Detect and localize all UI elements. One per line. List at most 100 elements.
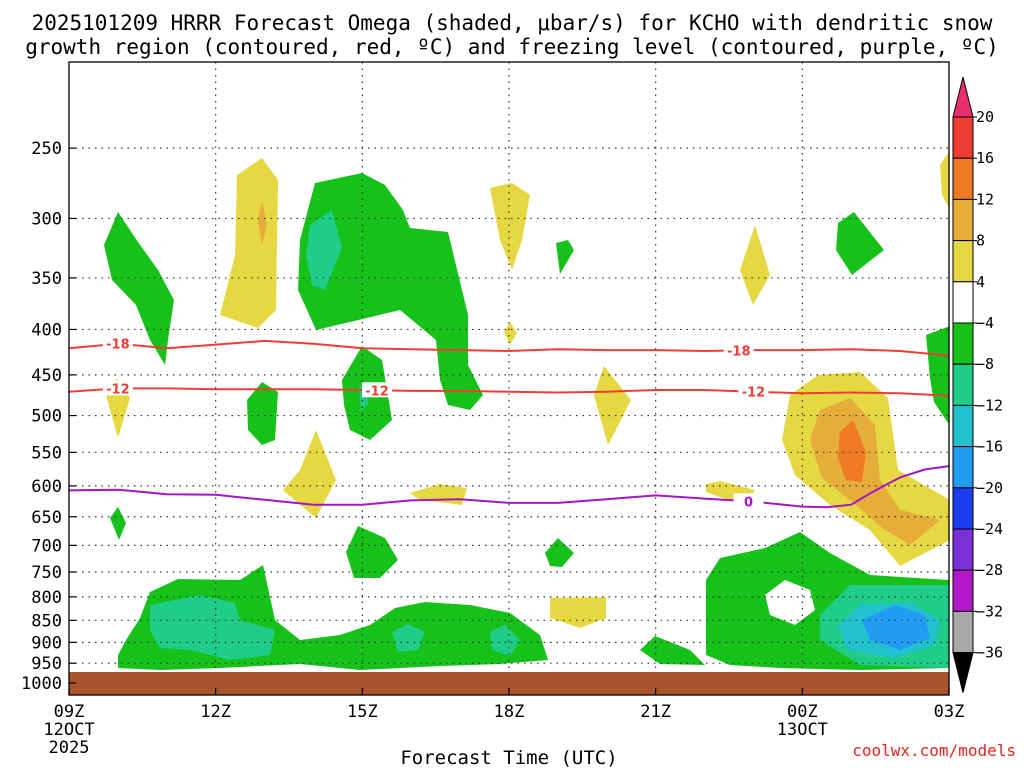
colorbar-segment: [952, 116, 974, 159]
colorbar-segment: [952, 528, 974, 571]
colorbar-segment: [952, 569, 974, 612]
contour-label-bg: [738, 383, 769, 399]
colorbar-label: −32: [976, 602, 1003, 620]
omega-positive-region: [838, 420, 866, 482]
omega-positive-region: [504, 322, 517, 345]
chart-title-line2: growth region (contoured, red, ºC) and f…: [25, 35, 999, 59]
colorbar-segment: [952, 652, 974, 693]
omega-negative-region: [346, 526, 398, 578]
x-tick-label: 15Z: [347, 702, 378, 722]
contour-label-bg: [102, 380, 133, 396]
contour-label: -12: [106, 382, 130, 397]
omega-positive-region: [740, 225, 770, 305]
colorbar-segment: [952, 487, 974, 530]
x-tick-date: 12OCT: [43, 720, 94, 740]
omega-positive-core: [258, 200, 267, 245]
temperature-contours: -18 -18 -12 -12 -12 0: [68, 335, 950, 510]
colorbar-segment: [952, 157, 974, 200]
x-tick-label: 12Z: [200, 702, 231, 722]
y-tick-label: 250: [31, 139, 62, 159]
contour-line-1: [68, 387, 950, 397]
colorbar-label: −4: [976, 314, 994, 332]
contour-label: -18: [106, 338, 130, 353]
y-tick-label: 500: [31, 407, 62, 427]
y-tick-label: 400: [31, 320, 62, 340]
omega-negative-region: [150, 595, 275, 660]
omega-positive-region: [220, 158, 278, 328]
colorbar-label: −20: [976, 479, 1003, 497]
colorbar-label: 16: [976, 149, 994, 167]
omega-negative-region: [640, 636, 705, 665]
contour-label-bg: [102, 335, 133, 351]
colorbar-label: 8: [976, 232, 985, 250]
colorbar-segment: [952, 610, 974, 654]
contour-label: -12: [365, 384, 389, 399]
y-tick-label: 1000: [21, 674, 62, 694]
omega-shading: [104, 151, 949, 670]
y-tick-label: 450: [31, 366, 62, 386]
y-tick-label: 350: [31, 269, 62, 289]
omega-negative-region: [247, 382, 278, 445]
colorbar-label: −16: [976, 438, 1003, 456]
credit-text[interactable]: coolwx.com/models: [852, 741, 1016, 760]
colorbar-label: 4: [976, 273, 985, 291]
omega-negative-region: [104, 212, 174, 365]
colorbar-label: 20: [976, 108, 994, 126]
omega-positive-region: [594, 366, 631, 445]
y-tick-label: 650: [31, 508, 62, 528]
colorbar-label: −28: [976, 561, 1003, 579]
contour-label-bg: [362, 382, 392, 398]
colorbar-label: −8: [976, 355, 994, 373]
x-tick-label: 18Z: [494, 702, 525, 722]
omega-negative-region: [862, 605, 930, 650]
omega-negative-region: [392, 624, 425, 652]
omega-positive-region: [550, 597, 606, 628]
omega-negative-region: [545, 538, 574, 567]
omega-positive-region: [410, 484, 467, 505]
y-tick-label: 600: [31, 477, 62, 497]
x-tick-label: 00Z: [787, 702, 818, 722]
omega-negative-region: [306, 210, 342, 290]
contour-label: -18: [727, 344, 751, 359]
chart-gridlines: [69, 62, 949, 695]
colorbar-segment: [952, 446, 974, 489]
colorbar-segment: [952, 363, 974, 406]
surface-ground-band: [69, 672, 949, 695]
contour-line-2: [68, 465, 950, 509]
contour-label-bg: [723, 342, 754, 358]
x-tick-label: 03Z: [934, 702, 965, 722]
colorbar-label: −24: [976, 520, 1003, 538]
y-tick-label: 800: [31, 588, 62, 608]
y-axis: 2503003504004505005506006507007508008509…: [21, 139, 76, 694]
x-tick-date: 13OCT: [777, 720, 828, 740]
colorbar-segment: [952, 240, 974, 283]
y-tick-label: 950: [31, 654, 62, 674]
colorbar-label: −12: [976, 396, 1003, 414]
y-tick-label: 850: [31, 611, 62, 631]
y-tick-label: 550: [31, 443, 62, 463]
x-tick-label: 21Z: [640, 702, 671, 722]
chart-title-line1: 2025101209 HRRR Forecast Omega (shaded, …: [32, 11, 993, 35]
omega-negative-region: [926, 326, 949, 425]
colorbar-legend: 20 16 12 8 4 −4 −8 −12 −16 −20 −24 −28 −32 −36: [952, 76, 1003, 693]
colorbar-segment: [952, 322, 974, 365]
colorbar-label: 12: [976, 190, 994, 208]
contour-line-0: [68, 339, 950, 357]
omega-negative-region: [110, 507, 126, 540]
contour-label: 0: [744, 495, 753, 510]
omega-negative-region: [490, 625, 520, 656]
contour-label: -12: [742, 386, 766, 401]
colorbar-segment: [952, 281, 974, 324]
omega-negative-region: [298, 173, 483, 410]
y-tick-label: 750: [31, 563, 62, 583]
x-tick-label: 09Z: [54, 702, 85, 722]
colorbar-label: −36: [976, 644, 1003, 662]
omega-negative-region: [556, 240, 574, 274]
y-tick-label: 300: [31, 209, 62, 229]
colorbar-segment: [952, 404, 974, 448]
x-tick-year: 2025: [49, 738, 90, 758]
omega-negative-region: [836, 212, 884, 275]
x-axis-label: Forecast Time (UTC): [400, 747, 617, 768]
